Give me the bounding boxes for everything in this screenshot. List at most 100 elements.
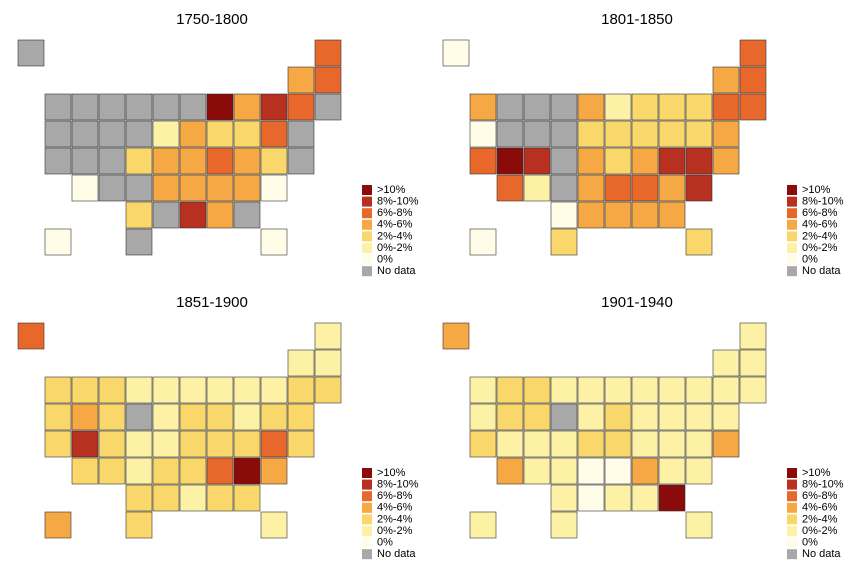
- state: [206, 93, 234, 121]
- state: [179, 457, 207, 485]
- state: [125, 120, 153, 148]
- state: [496, 174, 524, 202]
- legend-swatch: [362, 243, 372, 253]
- state: [658, 484, 686, 512]
- legend-label: No data: [377, 265, 416, 277]
- legend-label: No data: [802, 265, 841, 277]
- legend-label: 2%-4%: [802, 513, 838, 525]
- legend-label: 2%-4%: [802, 230, 838, 242]
- state: [260, 228, 288, 256]
- state: [685, 93, 713, 121]
- state: [44, 403, 72, 431]
- state: [179, 484, 207, 512]
- state: [179, 201, 207, 229]
- map-panel: 1801-1850 >10%8%-10%6%-8%4%-6%2%-4%0%-2%0…: [442, 11, 844, 277]
- state: [233, 93, 261, 121]
- state: [496, 376, 524, 404]
- state: [260, 403, 288, 431]
- state: [658, 430, 686, 458]
- legend-swatch: [787, 549, 797, 560]
- state: [152, 120, 180, 148]
- state: [314, 66, 342, 94]
- state: [98, 457, 126, 485]
- state: [712, 403, 740, 431]
- legend-label: 0%-2%: [802, 242, 838, 254]
- state: [260, 120, 288, 148]
- state: [631, 376, 659, 404]
- state: [550, 120, 578, 148]
- state: [179, 403, 207, 431]
- state: [179, 174, 207, 202]
- legend-swatch: [787, 254, 797, 265]
- state: [233, 376, 261, 404]
- state: [550, 430, 578, 458]
- state: [152, 376, 180, 404]
- state: [314, 349, 342, 377]
- state: [604, 403, 632, 431]
- state: [206, 403, 234, 431]
- state: [206, 120, 234, 148]
- state: [658, 403, 686, 431]
- state: [442, 322, 470, 350]
- map-panel: 1851-1900 >10%8%-10%6%-8%4%-6%2%-4%0%-2%0…: [17, 294, 419, 560]
- state: [523, 93, 551, 121]
- state: [685, 511, 713, 539]
- state: [206, 147, 234, 175]
- legend-label: 4%-6%: [377, 219, 413, 231]
- state: [712, 120, 740, 148]
- state: [550, 376, 578, 404]
- legend-label: 8%-10%: [377, 196, 419, 208]
- state: [496, 120, 524, 148]
- state: [712, 430, 740, 458]
- state: [739, 349, 767, 377]
- state: [260, 430, 288, 458]
- state: [469, 93, 497, 121]
- state: [314, 376, 342, 404]
- legend-label: >10%: [802, 184, 831, 196]
- state: [739, 66, 767, 94]
- state: [712, 66, 740, 94]
- state: [152, 174, 180, 202]
- legend-swatch: [787, 196, 797, 207]
- state: [233, 430, 261, 458]
- state: [469, 228, 497, 256]
- state: [152, 403, 180, 431]
- legend-swatch: [362, 479, 372, 490]
- state: [233, 457, 261, 485]
- state: [98, 376, 126, 404]
- legend-swatch: [787, 526, 797, 536]
- state: [233, 201, 261, 229]
- state: [179, 120, 207, 148]
- legend-label: >10%: [377, 467, 406, 479]
- legend-swatch: [787, 514, 797, 525]
- state: [658, 174, 686, 202]
- state: [152, 457, 180, 485]
- legend-swatch: [787, 185, 797, 195]
- state: [631, 174, 659, 202]
- state: [125, 228, 153, 256]
- state: [577, 147, 605, 175]
- state: [523, 174, 551, 202]
- state: [577, 93, 605, 121]
- state: [287, 349, 315, 377]
- state: [658, 147, 686, 175]
- state: [44, 147, 72, 175]
- state: [631, 93, 659, 121]
- state: [658, 120, 686, 148]
- state: [550, 484, 578, 512]
- legend-swatch: [362, 514, 372, 525]
- state: [98, 147, 126, 175]
- state: [523, 403, 551, 431]
- legend-swatch: [362, 196, 372, 207]
- state: [71, 430, 99, 458]
- legend-swatch: [362, 468, 372, 478]
- legend-swatch: [362, 219, 372, 230]
- legend-swatch: [362, 537, 372, 548]
- state: [287, 376, 315, 404]
- state: [206, 174, 234, 202]
- state: [685, 403, 713, 431]
- state: [71, 403, 99, 431]
- state: [152, 430, 180, 458]
- legend-swatch: [787, 219, 797, 230]
